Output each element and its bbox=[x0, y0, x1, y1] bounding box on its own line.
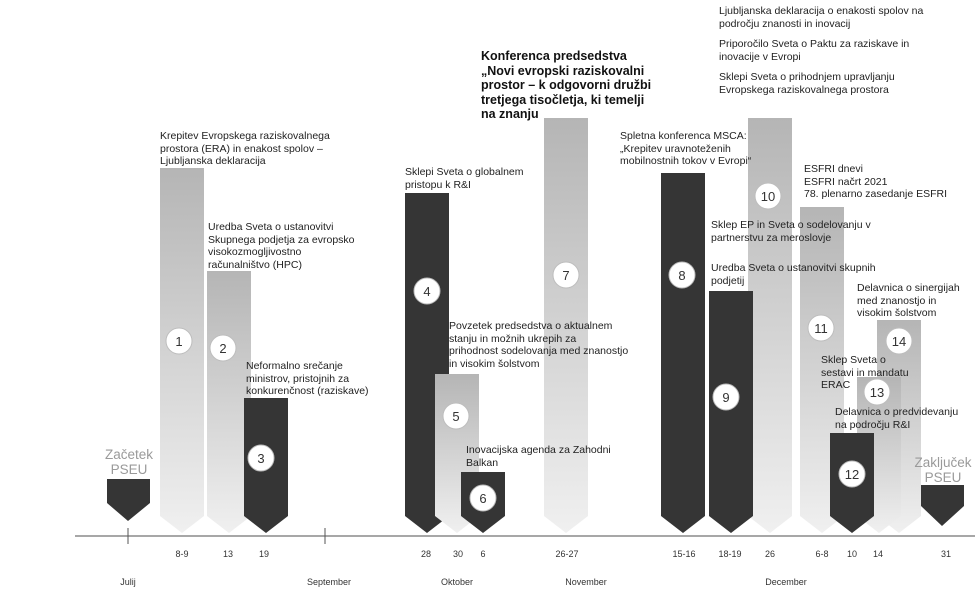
svg-text:13: 13 bbox=[870, 385, 884, 400]
svg-text:14: 14 bbox=[892, 334, 906, 349]
svg-text:7: 7 bbox=[562, 268, 569, 283]
tick-label: 28 bbox=[420, 549, 431, 559]
start-marker bbox=[107, 479, 150, 521]
tick-label: 31 bbox=[940, 549, 951, 559]
event-8-badge: 8 bbox=[668, 261, 696, 289]
tick-label: 30 bbox=[452, 549, 463, 559]
svg-text:2: 2 bbox=[219, 341, 226, 356]
event-4-label: Sklepi Sveta o globalnem pristopu k R&I bbox=[405, 166, 524, 191]
month-label: December bbox=[765, 577, 807, 587]
tick-label: 6-8 bbox=[815, 549, 829, 559]
svg-text:9: 9 bbox=[722, 390, 729, 405]
svg-text:4: 4 bbox=[423, 284, 430, 299]
event-11-badge: 11 bbox=[807, 314, 835, 342]
event-6-label: Inovacijska agenda za Zahodni Balkan bbox=[466, 444, 611, 469]
svg-text:12: 12 bbox=[845, 467, 859, 482]
event-9-badge: 9 bbox=[712, 383, 740, 411]
svg-text:6: 6 bbox=[479, 491, 486, 506]
event-1-label: Krepitev Evropskega raziskovalnega prosto… bbox=[160, 130, 330, 167]
event-10-label: Ljubljanska deklaracija o enakosti spolo… bbox=[719, 5, 924, 96]
event-3-badge: 3 bbox=[247, 444, 275, 472]
tick-label: 10 bbox=[846, 549, 857, 559]
tick-label: 13 bbox=[222, 549, 233, 559]
tick-label: 26 bbox=[764, 549, 775, 559]
event-3-label: Neformalno srečanje ministrov, pristojnih… bbox=[246, 360, 369, 397]
tick-label: 19 bbox=[258, 549, 269, 559]
event-7-arrow bbox=[544, 118, 588, 533]
event-8-arrow bbox=[661, 173, 705, 533]
event-2-label: Uredba Sveta o ustanovitvi Skupnega podje… bbox=[208, 221, 355, 271]
tick-label: 26-27 bbox=[555, 549, 579, 559]
event-9-label: Uredba Sveta o ustanovitvi skupnih podjet… bbox=[711, 262, 876, 287]
event-5-label: Povzetek predsedstva o aktualnem stanju i… bbox=[449, 320, 629, 370]
svg-text:8: 8 bbox=[678, 268, 685, 283]
event-9-arrow bbox=[709, 291, 753, 533]
end-label: Zaključek PSEU bbox=[914, 455, 972, 485]
event-13-badge: 13 bbox=[863, 378, 891, 406]
event-10-badge: 10 bbox=[754, 182, 782, 210]
svg-text:11: 11 bbox=[814, 321, 828, 336]
svg-text:1: 1 bbox=[175, 334, 182, 349]
event-7-label: Konferenca predsedstva „Novi evropski raz… bbox=[481, 49, 652, 121]
start-label: Začetek PSEU bbox=[104, 447, 154, 477]
event-10-arrow bbox=[748, 118, 792, 533]
end-marker bbox=[921, 485, 964, 526]
svg-text:3: 3 bbox=[257, 451, 264, 466]
tick-label: 14 bbox=[872, 549, 883, 559]
month-label: September bbox=[306, 577, 352, 587]
month-label: Oktober bbox=[440, 577, 473, 587]
event-6-badge: 6 bbox=[469, 484, 497, 512]
ep-decision-label: Sklep EP in Sveta o sodelovanju v partner… bbox=[711, 219, 871, 244]
event-11-label: ESFRI dnevi ESFRI načrt 2021 78. plenarno … bbox=[804, 163, 948, 200]
event-7-badge: 7 bbox=[552, 261, 580, 289]
event-5-badge: 5 bbox=[442, 402, 470, 430]
tick-label: 6 bbox=[480, 549, 486, 559]
event-13-label: Sklep Sveta o sestavi in mandatu ERAC bbox=[821, 354, 909, 391]
tick-label: 8-9 bbox=[175, 549, 189, 559]
month-label: Julij bbox=[120, 577, 136, 587]
svg-text:5: 5 bbox=[452, 409, 459, 424]
event-8-label: Spletna konferenca MSCA: „Krepitev uravno… bbox=[620, 130, 752, 167]
month-label: November bbox=[565, 577, 607, 587]
event-14-label: Delavnica o sinergijah med znanostjo in vi… bbox=[857, 282, 960, 319]
event-14-badge: 14 bbox=[885, 327, 913, 355]
svg-text:10: 10 bbox=[761, 189, 775, 204]
tick-label: 15-16 bbox=[672, 549, 696, 559]
event-2-badge: 2 bbox=[209, 334, 237, 362]
tick-label: 18-19 bbox=[718, 549, 742, 559]
event-12-label: Delavnica o predvidevanju na področju R&I bbox=[835, 406, 959, 431]
event-1-badge: 1 bbox=[165, 327, 193, 355]
event-12-badge: 12 bbox=[838, 460, 866, 488]
event-4-badge: 4 bbox=[413, 277, 441, 305]
